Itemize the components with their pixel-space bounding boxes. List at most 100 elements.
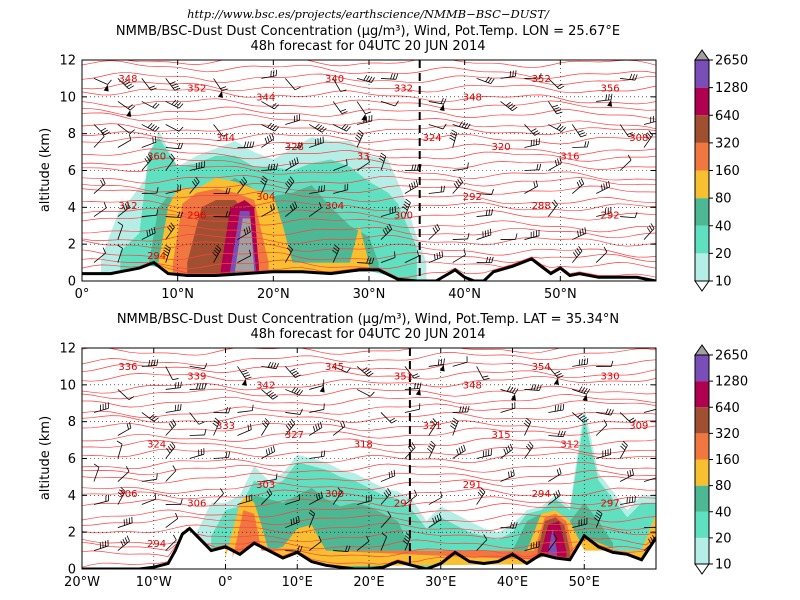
wind-barb-feather: [450, 132, 457, 137]
x-tick-label: 10°E: [282, 575, 313, 590]
wind-barb-feather: [333, 247, 339, 252]
wind-barb-feather: [171, 441, 176, 448]
wind-barb-feather: [368, 257, 372, 264]
wind-barb-feather: [129, 422, 132, 429]
wind-barb: [165, 366, 173, 380]
x-tick-label: 10°N: [161, 287, 194, 302]
wind-barb-feather: [524, 420, 530, 425]
wind-barb-feather: [103, 202, 107, 209]
wind-barb-feather: [154, 136, 157, 143]
wind-barb-feather: [225, 451, 228, 458]
colorbar-swatch: [695, 170, 709, 199]
wind-barb: [476, 454, 492, 459]
wind-barb: [165, 470, 177, 482]
theta-contour: [82, 475, 656, 494]
wind-barb-feather: [320, 185, 323, 192]
theta-label: 312: [118, 201, 137, 212]
wind-barb-feather: [146, 156, 151, 162]
colorbar-extend-bottom: [694, 280, 710, 292]
wind-barb: [93, 207, 107, 217]
wind-barb: [500, 449, 513, 459]
wind-barb: [93, 183, 106, 194]
colorbar-swatch: [695, 511, 709, 538]
wind-barb-feather: [225, 187, 228, 194]
wind-barb-feather: [646, 227, 651, 233]
wind-barb: [117, 522, 133, 528]
panel-1-plot: 348 352 344 340 332 348 352 356 360 344 328 33 324 32…: [59, 54, 657, 302]
wind-barb-feather: [415, 180, 419, 187]
panel-2-subtitle: 48h forecast for 04UTC 20 JUN 2014: [250, 327, 485, 342]
wind-barb: [428, 124, 444, 130]
wind-barb-feather: [407, 446, 412, 452]
wind-barb-feather: [381, 532, 387, 538]
wind-barb-feather: [299, 545, 303, 552]
wind-barb-feather: [432, 517, 435, 524]
wind-barb-feather: [584, 358, 586, 365]
wind-barb-feather: [483, 377, 490, 381]
wind-barb-feather: [450, 134, 456, 139]
wind-barb-feather: [272, 125, 277, 131]
wind-barb-feather: [562, 430, 566, 437]
wind-barb-feather: [117, 491, 123, 497]
wind-barb-feather: [150, 87, 157, 91]
wind-barb-feather: [434, 516, 438, 523]
wind-barb-feather: [129, 105, 136, 111]
wind-barb-feather: [629, 73, 633, 80]
wind-barb: [548, 473, 562, 482]
wind-barb-feather: [320, 491, 323, 498]
wind-barb: [117, 248, 123, 263]
colorbar-swatch: [695, 355, 709, 382]
wind-barb-feather: [128, 134, 132, 141]
y-tick-label: 4: [68, 489, 76, 504]
wind-barb: [404, 185, 419, 194]
wind-barb-feather: [457, 179, 462, 185]
wind-barb-feather: [156, 359, 159, 366]
wind-barb-feather: [510, 470, 513, 477]
wind-barb-feather: [578, 245, 583, 252]
wind-barb-feather: [581, 358, 583, 366]
wind-barb-feather: [584, 141, 587, 148]
wind-barb-feather: [245, 376, 252, 380]
wind-barb-feather: [267, 164, 270, 171]
wind-barb-feather: [318, 202, 322, 208]
wind-barb: [476, 539, 488, 551]
y-tick-label: 8: [68, 127, 76, 142]
wind-barb-feather: [485, 209, 488, 216]
panel-1-plot-area: 348 352 344 340 332 348 352 356 360 344 328 33 324 32…: [82, 60, 656, 281]
wind-barb-pennant: [439, 364, 445, 372]
wind-barb-feather: [443, 185, 445, 192]
wind-barb-feather: [321, 127, 327, 133]
wind-barb-feather: [450, 425, 456, 430]
wind-barb-feather: [525, 445, 531, 451]
y-tick-label: 4: [68, 201, 76, 216]
wind-barb: [237, 255, 251, 263]
y-tick-label: 12: [59, 342, 76, 357]
wind-barb-feather: [507, 103, 514, 108]
theta-label: 344: [256, 93, 275, 104]
wind-barb-feather: [169, 443, 174, 450]
wind-barb-feather: [126, 201, 130, 208]
wind-barb-feather: [440, 358, 443, 365]
wind-barb-feather: [417, 250, 419, 257]
wind-barb-feather: [293, 372, 300, 376]
wind-barb-feather: [271, 133, 275, 140]
wind-barb-feather: [180, 143, 184, 149]
wind-barb: [452, 361, 468, 367]
theta-label: 312: [560, 439, 579, 450]
wind-barb-feather: [560, 430, 564, 437]
wind-barb-feather: [436, 223, 441, 230]
wind-barb-feather: [149, 124, 155, 130]
wind-barb-feather: [147, 123, 153, 128]
wind-barb-feather: [527, 443, 532, 449]
theta-label: 324: [423, 133, 442, 144]
wind-barb-feather: [178, 126, 184, 132]
wind-barb-feather: [383, 492, 388, 498]
wind-barb-feather: [225, 210, 228, 217]
wind-barb-feather: [151, 415, 157, 421]
wind-barb-feather: [574, 250, 579, 256]
wind-barb-feather: [295, 374, 301, 378]
wind-barb-feather: [293, 518, 295, 525]
wind-barb-feather: [385, 490, 390, 496]
wind-barb-pennant: [582, 394, 588, 402]
wind-barb-feather: [530, 128, 537, 132]
